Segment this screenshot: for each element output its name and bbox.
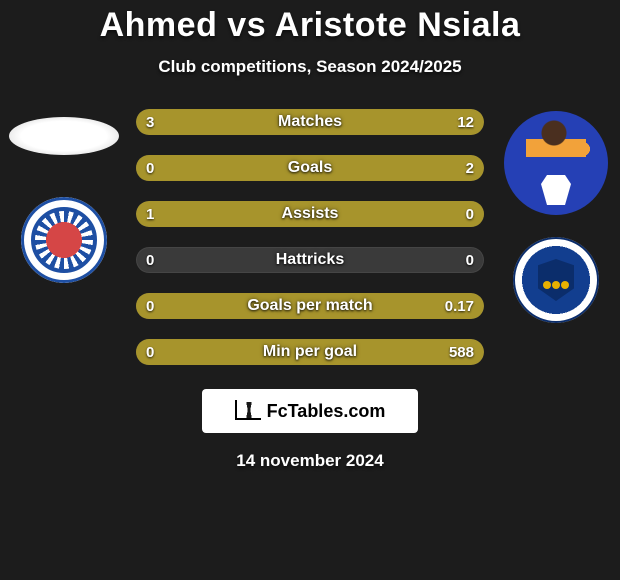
right-player-column [500, 111, 612, 323]
left-player-photo [9, 117, 119, 155]
stat-bar: 0588Min per goal [136, 339, 484, 365]
page-subtitle: Club competitions, Season 2024/2025 [0, 57, 620, 77]
brand-box: FcTables.com [202, 389, 418, 433]
right-player-photo [504, 111, 608, 215]
brand-chart-icon [235, 400, 261, 422]
stat-fill-right [136, 155, 484, 181]
stat-value-left: 0 [146, 247, 154, 273]
stat-bar: 10Assists [136, 201, 484, 227]
stat-label: Hattricks [136, 247, 484, 273]
stat-fill-right [136, 293, 484, 319]
comparison-content: 312Matches 02Goals 10Assists 0 0Hattricks 00.… [0, 109, 620, 365]
stat-value-right: 0 [466, 247, 474, 273]
stat-fill-right [136, 339, 484, 365]
date-text: 14 november 2024 [0, 451, 620, 471]
stat-bar: 02Goals [136, 155, 484, 181]
brand-text: FcTables.com [267, 401, 386, 422]
stat-fill-right [206, 109, 484, 135]
stat-fill-left [136, 201, 484, 227]
stat-bar: 00.17Goals per match [136, 293, 484, 319]
left-club-badge [21, 197, 107, 283]
page-title: Ahmed vs Aristote Nsiala [0, 6, 620, 45]
right-club-badge [513, 237, 599, 323]
stat-fill-left [136, 109, 206, 135]
left-player-column [4, 117, 124, 283]
stat-bar: 312Matches [136, 109, 484, 135]
stat-bar: 0 0Hattricks [136, 247, 484, 273]
stat-bars: 312Matches 02Goals 10Assists 0 0Hattricks 00.… [136, 109, 484, 365]
